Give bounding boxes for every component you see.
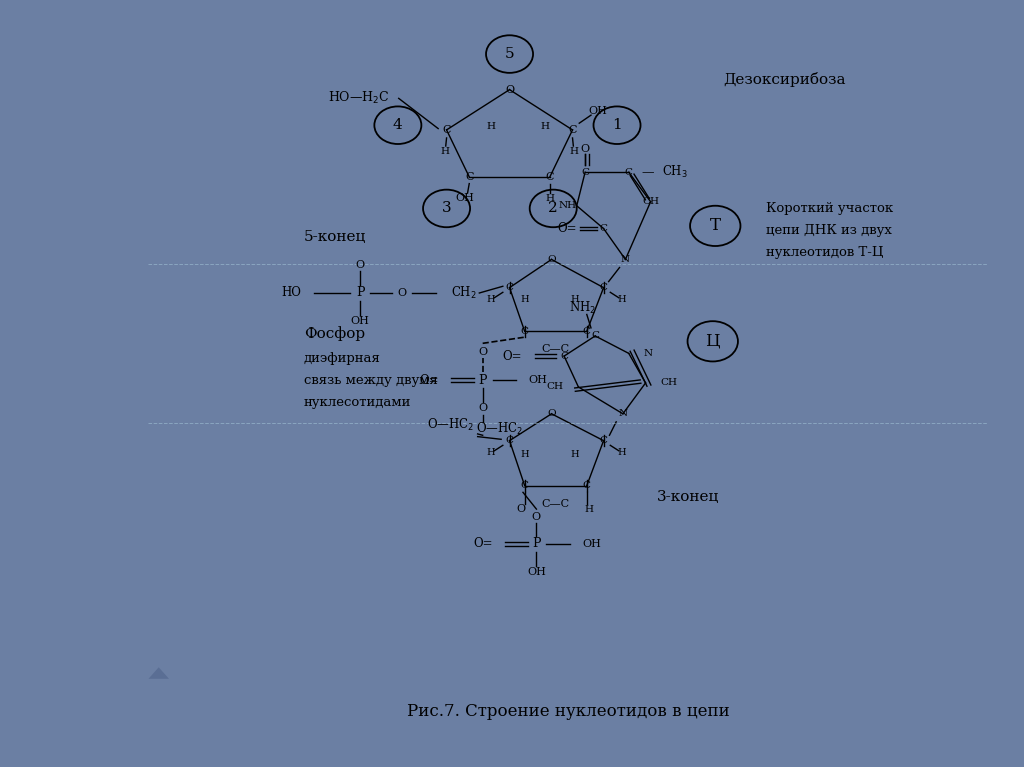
Text: OH: OH xyxy=(527,567,546,578)
Text: O: O xyxy=(355,260,365,270)
Text: C: C xyxy=(600,224,607,233)
Text: OH: OH xyxy=(528,375,548,385)
Text: P: P xyxy=(478,374,487,387)
Text: O: O xyxy=(397,288,407,298)
Text: C: C xyxy=(583,481,591,490)
Text: 5-конец: 5-конец xyxy=(304,230,366,245)
Text: H: H xyxy=(584,505,593,514)
Text: Т: Т xyxy=(710,217,721,235)
Text: HO—H$_2$C: HO—H$_2$C xyxy=(328,91,389,107)
Text: Ц: Ц xyxy=(706,333,720,350)
Text: N: N xyxy=(644,349,653,358)
Text: CH: CH xyxy=(546,383,563,391)
Text: 3-конец: 3-конец xyxy=(656,490,719,504)
Text: H: H xyxy=(541,122,549,131)
Text: O=: O= xyxy=(557,222,577,235)
Text: —: — xyxy=(641,166,653,179)
Text: OH: OH xyxy=(588,106,607,116)
Text: P: P xyxy=(355,287,365,299)
Text: H: H xyxy=(617,295,627,304)
Text: O: O xyxy=(581,143,590,153)
Text: C—C: C—C xyxy=(542,344,569,354)
Text: H: H xyxy=(617,448,627,457)
Text: O: O xyxy=(516,504,525,514)
Text: OH: OH xyxy=(456,193,474,203)
Text: C: C xyxy=(560,351,568,360)
Text: O=: O= xyxy=(473,538,493,551)
Text: Короткий участок: Короткий участок xyxy=(766,202,893,215)
Text: O: O xyxy=(547,410,556,418)
Text: цепи ДНК из двух: цепи ДНК из двух xyxy=(766,224,892,237)
Text: P: P xyxy=(532,538,541,551)
Text: Рис.7. Строение нуклеотидов в цепи: Рис.7. Строение нуклеотидов в цепи xyxy=(407,703,730,720)
Text: O: O xyxy=(478,403,487,413)
Text: H: H xyxy=(440,147,450,156)
Text: H: H xyxy=(520,295,529,304)
Text: NH: NH xyxy=(558,201,577,210)
Text: 1: 1 xyxy=(612,118,622,132)
Text: C: C xyxy=(600,436,607,445)
Text: H: H xyxy=(569,147,579,156)
Text: C: C xyxy=(568,125,577,135)
Text: 2: 2 xyxy=(548,202,558,216)
Text: C—C: C—C xyxy=(542,499,569,509)
Text: H: H xyxy=(520,449,529,459)
Text: диэфирная: диэфирная xyxy=(304,351,381,364)
Text: CH$_3$: CH$_3$ xyxy=(662,164,688,180)
Text: H: H xyxy=(570,449,580,459)
Text: OH: OH xyxy=(583,539,601,549)
Text: C: C xyxy=(591,331,599,341)
Text: C: C xyxy=(506,436,514,445)
Text: C: C xyxy=(546,172,554,182)
Text: связь между двумя: связь между двумя xyxy=(304,374,437,387)
Text: NH$_2$: NH$_2$ xyxy=(569,300,596,316)
Text: OH: OH xyxy=(350,316,370,326)
Text: C: C xyxy=(520,481,528,490)
Text: HO: HO xyxy=(282,287,301,299)
Text: 3: 3 xyxy=(441,202,452,216)
Text: H: H xyxy=(486,122,496,131)
Text: N: N xyxy=(621,255,630,264)
Text: H: H xyxy=(486,295,496,304)
Text: C: C xyxy=(442,125,451,135)
Text: O: O xyxy=(505,84,514,94)
Text: H: H xyxy=(486,448,496,457)
Text: CH: CH xyxy=(660,378,678,387)
Text: C: C xyxy=(625,168,633,176)
Text: C: C xyxy=(600,283,607,292)
Text: Фосфор: Фосфор xyxy=(304,326,365,341)
Text: C: C xyxy=(520,327,528,336)
Text: H: H xyxy=(570,295,580,304)
Text: O: O xyxy=(547,255,556,264)
Text: O: O xyxy=(531,512,541,522)
Text: O=: O= xyxy=(503,350,522,363)
Text: нуклесотидами: нуклесотидами xyxy=(304,396,412,409)
Text: O=: O= xyxy=(420,374,439,387)
Text: 5: 5 xyxy=(505,47,514,61)
Text: 4: 4 xyxy=(393,118,402,132)
Text: N: N xyxy=(618,410,628,418)
Text: Дезоксирибоза: Дезоксирибоза xyxy=(724,72,846,87)
Text: C: C xyxy=(581,168,589,176)
Text: C: C xyxy=(465,172,473,182)
Text: O—HC$_2$: O—HC$_2$ xyxy=(476,420,523,436)
Text: O—HC$_2$: O—HC$_2$ xyxy=(427,417,474,433)
Text: нуклеотидов Т-Ц: нуклеотидов Т-Ц xyxy=(766,246,883,259)
Text: C: C xyxy=(583,327,591,336)
Text: O: O xyxy=(478,347,487,357)
Text: CH: CH xyxy=(642,197,659,206)
Text: C: C xyxy=(506,283,514,292)
Text: H: H xyxy=(546,194,554,202)
Text: CH$_2$: CH$_2$ xyxy=(451,285,476,301)
